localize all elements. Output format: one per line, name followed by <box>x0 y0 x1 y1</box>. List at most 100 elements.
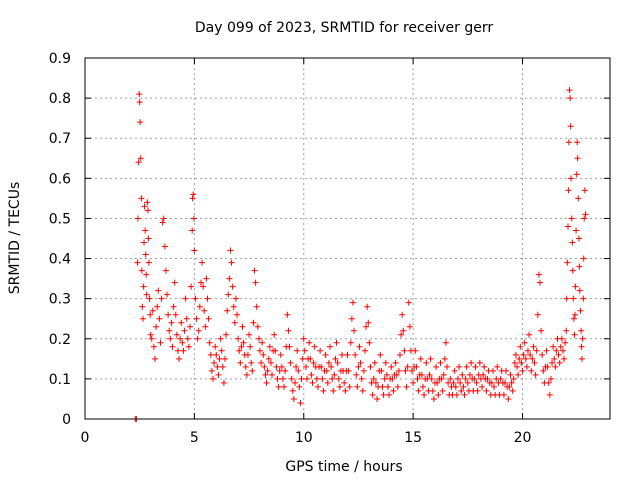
data-point <box>285 327 292 334</box>
data-point <box>162 267 169 274</box>
data-point <box>278 363 285 370</box>
data-point <box>263 379 270 386</box>
data-point <box>380 391 387 398</box>
data-point <box>349 299 356 306</box>
data-point <box>260 351 267 358</box>
data-point <box>149 307 156 314</box>
data-point <box>400 327 407 334</box>
data-point <box>522 355 529 362</box>
data-point <box>310 359 317 366</box>
data-point <box>568 215 575 222</box>
data-point <box>142 251 149 258</box>
data-point <box>574 139 581 146</box>
data-point <box>534 311 541 318</box>
x-tick-label: 0 <box>81 430 90 446</box>
data-point <box>456 363 463 370</box>
data-point <box>358 375 365 382</box>
data-point <box>423 359 430 366</box>
data-point <box>427 355 434 362</box>
data-point <box>200 283 207 290</box>
data-point <box>533 347 540 354</box>
data-point <box>231 319 238 326</box>
data-point <box>236 347 243 354</box>
data-point <box>317 347 324 354</box>
data-point <box>567 123 574 130</box>
data-point <box>197 279 204 286</box>
data-point <box>208 367 215 374</box>
data-point <box>508 379 515 386</box>
data-point <box>381 375 388 382</box>
data-point <box>569 239 576 246</box>
data-point <box>333 339 340 346</box>
data-point <box>292 379 298 386</box>
data-point <box>384 383 391 390</box>
data-point <box>515 371 522 378</box>
data-point <box>306 339 313 346</box>
data-point <box>145 259 152 266</box>
data-point <box>414 375 421 382</box>
data-point <box>252 279 259 286</box>
data-point <box>145 207 151 214</box>
data-point <box>377 351 384 358</box>
data-point <box>581 215 588 222</box>
data-point <box>207 351 214 358</box>
data-point <box>296 383 303 390</box>
data-point <box>527 351 534 358</box>
data-point <box>413 363 420 370</box>
x-axis-title: GPS time / hours <box>285 459 402 475</box>
y-tick-label: 0.7 <box>49 131 71 147</box>
data-point <box>327 343 333 350</box>
data-point <box>426 371 433 378</box>
data-point <box>564 259 571 266</box>
data-point <box>479 383 486 390</box>
data-point <box>563 327 570 334</box>
data-point <box>462 375 469 382</box>
data-point <box>539 351 546 358</box>
data-point <box>136 99 143 106</box>
data-point <box>369 391 376 398</box>
data-point <box>139 303 146 310</box>
data-point <box>137 119 144 126</box>
data-point <box>300 335 307 342</box>
data-point <box>262 371 269 378</box>
data-point <box>366 339 373 346</box>
data-point <box>403 383 410 390</box>
data-point <box>519 367 526 374</box>
data-point <box>247 343 254 350</box>
data-point <box>345 367 352 374</box>
data-point <box>274 375 281 382</box>
data-point <box>182 295 189 302</box>
data-point <box>347 339 354 346</box>
data-point <box>370 375 377 382</box>
data-point <box>184 335 191 342</box>
data-point <box>271 331 278 338</box>
data-point <box>452 383 459 390</box>
data-point <box>383 371 390 378</box>
data-point <box>476 359 483 366</box>
data-point <box>346 383 353 390</box>
data-point <box>357 359 364 366</box>
data-point <box>308 371 315 378</box>
data-point <box>451 367 458 374</box>
data-point <box>500 391 507 398</box>
data-point <box>177 335 184 342</box>
data-point <box>419 383 426 390</box>
data-point <box>406 323 413 330</box>
data-point <box>195 327 202 334</box>
data-point <box>324 379 331 386</box>
data-point <box>480 371 487 378</box>
data-point <box>549 359 556 366</box>
data-point <box>388 363 395 370</box>
data-point <box>580 255 587 262</box>
data-point <box>571 331 578 338</box>
data-point <box>582 211 589 218</box>
data-point <box>154 303 161 310</box>
data-point <box>157 339 164 346</box>
axis-ticks: 0 0.1 0.2 0.3 0.4 0.5 0.6 0.7 0.8 0.9 0 5 10 15 20 <box>49 51 610 446</box>
data-point <box>559 347 566 354</box>
data-point <box>530 343 537 350</box>
data-point <box>569 267 576 274</box>
data-points <box>132 87 589 422</box>
data-point <box>311 343 318 350</box>
data-point <box>141 203 148 210</box>
